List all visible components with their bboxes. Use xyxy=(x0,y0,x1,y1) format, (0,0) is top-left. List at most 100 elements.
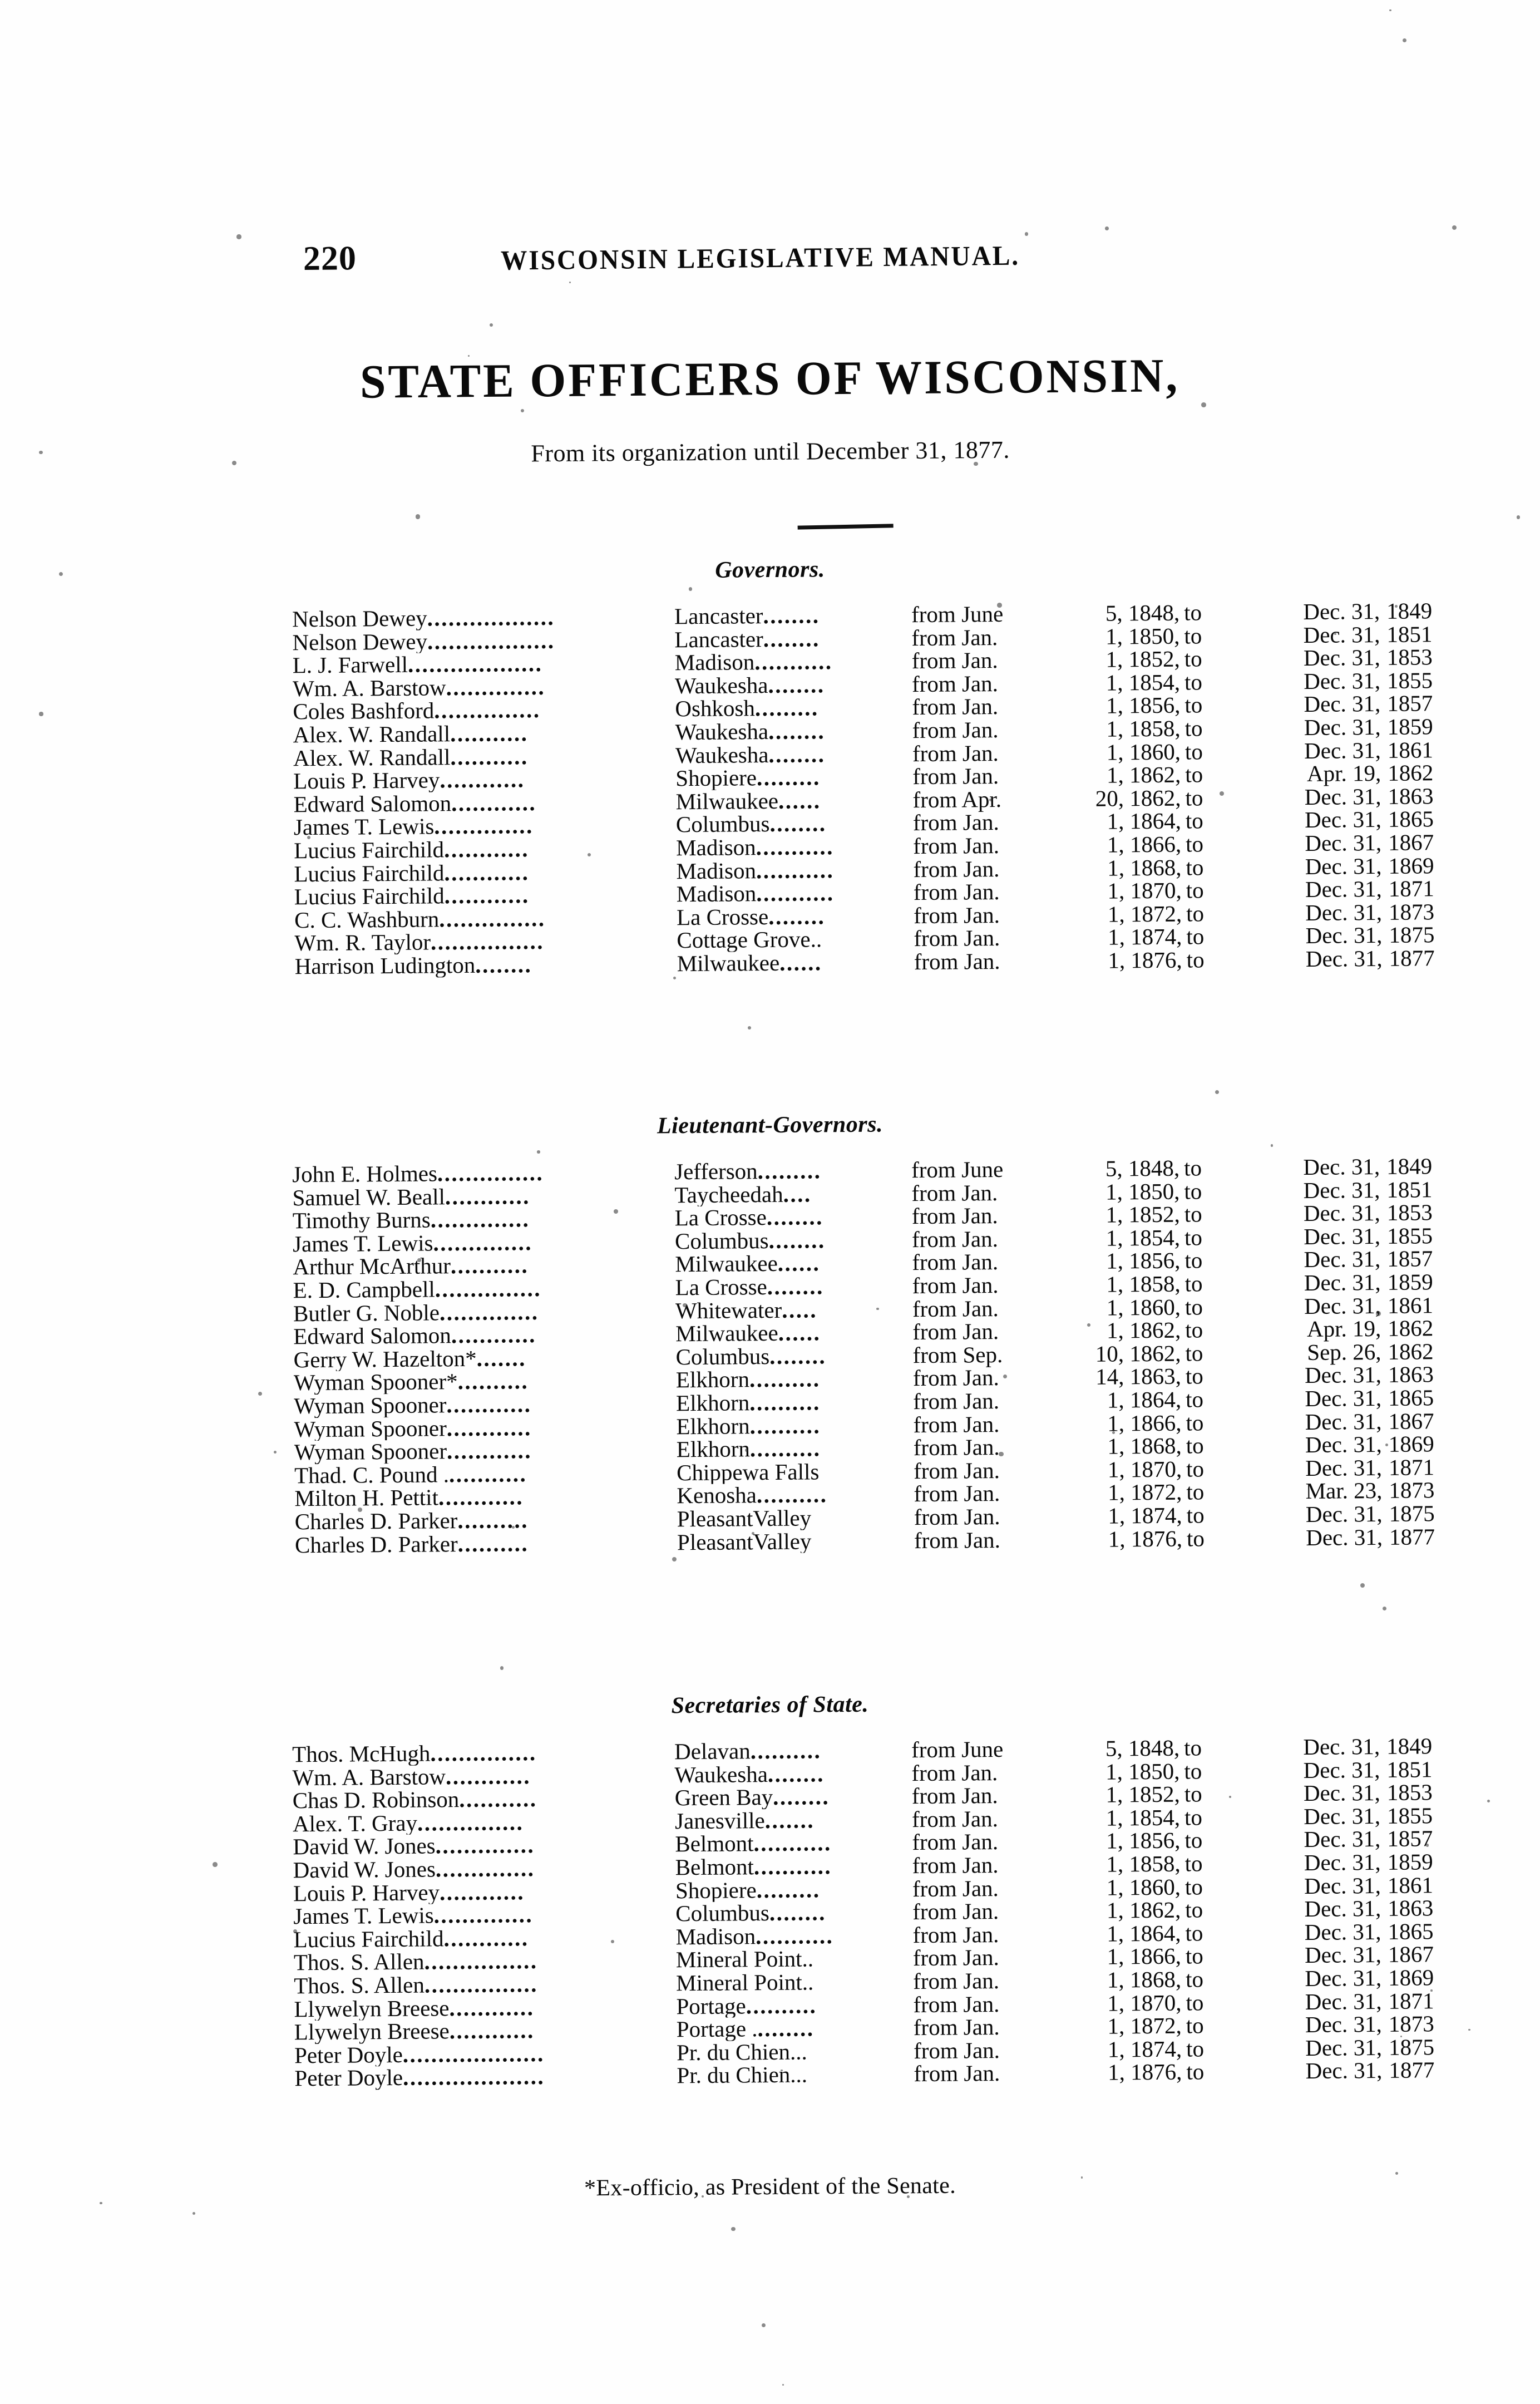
term-end-date: Dec. 31, xyxy=(1304,1872,1381,1899)
officer-name: Peter Doyle xyxy=(294,2065,403,2091)
dot-leader: .......... xyxy=(749,1413,821,1439)
scan-speckle xyxy=(997,603,1002,608)
term-start-date: 1, 1850, xyxy=(1105,623,1180,649)
officer-name-cell: Lucius Fairchild............ xyxy=(294,883,678,909)
officer-city: Madison xyxy=(676,858,757,883)
term-from-label: from Jan. xyxy=(912,1875,999,1901)
scan-speckle xyxy=(467,355,470,357)
term-to-label: to xyxy=(1185,785,1203,811)
officer-name: Arthur McArthur xyxy=(293,1253,451,1279)
term-to-label: to xyxy=(1184,669,1203,695)
officer-city-cell: Milwaukee...... xyxy=(675,1252,909,1277)
officer-name-cell: James T. Lewis.............. xyxy=(294,814,678,840)
term-from-label: from Jan. xyxy=(911,1225,999,1252)
scan-speckle xyxy=(416,514,421,519)
term-start-date: 1, 1852, xyxy=(1105,646,1180,672)
officer-name-cell: Wyman Spooner*.......... xyxy=(294,1369,678,1395)
dot-leader: ............... xyxy=(437,1160,544,1186)
term-start-date: 1, 1856, xyxy=(1105,692,1181,718)
officer-name-cell: James T. Lewis.............. xyxy=(293,1902,677,1928)
scan-speckle xyxy=(1395,2172,1398,2175)
term-to-label: to xyxy=(1186,900,1205,927)
horizontal-rule-divider xyxy=(797,524,894,530)
term-to-label: to xyxy=(1186,1409,1204,1436)
scan-speckle xyxy=(673,976,677,979)
section-heading: Secretaries of State. xyxy=(671,1691,869,1719)
dot-leader: ............ xyxy=(446,1415,532,1441)
officer-city: La Crosse xyxy=(674,1205,767,1230)
scan-speckle xyxy=(236,234,241,239)
term-end-date: Dec. 31, xyxy=(1303,1780,1380,1806)
officer-city-cell: Waukesha........ xyxy=(675,742,909,767)
officer-city-cell: Shopiere......... xyxy=(675,1878,909,1903)
term-end-year: 1863 xyxy=(1388,783,1434,809)
term-end-year: 1849 xyxy=(1386,1153,1433,1179)
officer-name: Wyman Spooner xyxy=(294,1392,447,1418)
term-start-date: 1, 1864, xyxy=(1107,1920,1181,1947)
term-to-label: to xyxy=(1184,1827,1203,1853)
dot-leader: ......... xyxy=(754,696,819,721)
term-end-date: Dec. 31, xyxy=(1304,1246,1381,1273)
scan-speckle xyxy=(358,1507,362,1512)
term-start-date: 1, 1872, xyxy=(1107,2012,1182,2039)
officer-name: Alex. W. Randall xyxy=(293,721,451,747)
officer-city: Taycheedah xyxy=(674,1181,783,1207)
term-to-label: to xyxy=(1186,1525,1205,1551)
term-end-year: 1855 xyxy=(1386,667,1433,693)
term-start-date: 1, 1872, xyxy=(1107,1479,1182,1505)
scan-speckle xyxy=(512,1525,515,1529)
officer-city-cell: Milwaukee...... xyxy=(675,789,909,814)
term-end-year: 1863 xyxy=(1388,1361,1434,1388)
scan-speckle xyxy=(1360,1583,1365,1588)
officer-city: Chippewa Falls xyxy=(676,1459,820,1485)
page-number: 220 xyxy=(303,239,357,278)
officer-name: Chas D. Robinson xyxy=(292,1786,460,1813)
dot-leader: ............... xyxy=(430,1740,537,1766)
term-end-date: Apr. 19, xyxy=(1306,1316,1381,1342)
term-end-date: Dec. 31, xyxy=(1304,667,1381,694)
term-end-year: 1869 xyxy=(1388,852,1434,879)
dot-leader: .............. xyxy=(446,674,546,701)
dot-leader: .......... xyxy=(746,1993,817,2018)
officer-city-cell: Lancaster........ xyxy=(674,603,908,628)
term-end-date: Dec. 31, xyxy=(1305,1500,1383,1527)
officer-name: Thos. S. Allen xyxy=(293,1948,425,1975)
scan-speckle xyxy=(782,2383,784,2386)
section-secretaries-of-state: Secretaries of State. Thos. McHugh.......… xyxy=(0,1692,1540,2091)
officer-name-cell: Wyman Spooner............ xyxy=(294,1438,678,1464)
officer-city: Lancaster xyxy=(674,603,763,628)
officer-city: Belmont xyxy=(675,1854,754,1879)
dot-leader: ........... xyxy=(753,1854,832,1879)
term-start-date: 1, 1876, xyxy=(1108,947,1182,973)
dot-leader: ........ xyxy=(768,742,826,767)
dot-leader: ........ xyxy=(757,2016,815,2041)
term-start-date: 1, 1850, xyxy=(1105,1178,1180,1205)
term-from-label: from Jan. xyxy=(912,1898,999,1925)
term-from-label: from Jan. xyxy=(913,855,1000,882)
officer-city: Delavan xyxy=(674,1738,751,1763)
officer-name-cell: Wm. A. Barstow............ xyxy=(292,1763,676,1790)
officer-city: Milwaukee xyxy=(675,788,779,814)
officer-city: Milwaukee xyxy=(675,1321,778,1346)
dot-leader: ........ xyxy=(768,672,825,698)
scan-speckle xyxy=(1382,1607,1387,1611)
term-to-label: to xyxy=(1186,2058,1205,2085)
term-end-date: Dec. 31, xyxy=(1304,1895,1381,1922)
term-start-date: 1, 1876, xyxy=(1108,1525,1183,1552)
officer-name-cell: L. J. Farwell................... xyxy=(293,651,677,677)
term-start-date: 1, 1872, xyxy=(1107,900,1182,927)
officer-name: Nelson Dewey xyxy=(292,605,427,631)
term-to-label: to xyxy=(1184,715,1203,741)
term-from-label: from Jan. xyxy=(912,1921,999,1948)
term-end-year: 1855 xyxy=(1386,1223,1433,1249)
term-end-year: 1849 xyxy=(1386,1733,1433,1759)
term-from-label: from Jan. xyxy=(912,1851,999,1879)
term-start-date: 1, 1858, xyxy=(1106,1270,1181,1297)
officer-city: Columbus xyxy=(674,1228,769,1253)
dot-leader: ............ xyxy=(451,790,537,816)
officer-city: Elkhorn xyxy=(676,1436,751,1461)
dot-leader: ............ xyxy=(444,859,530,885)
scan-speckle xyxy=(1400,2035,1402,2037)
term-to-label: to xyxy=(1186,1989,1204,2016)
term-start-date: 1, 1868, xyxy=(1107,1432,1182,1459)
